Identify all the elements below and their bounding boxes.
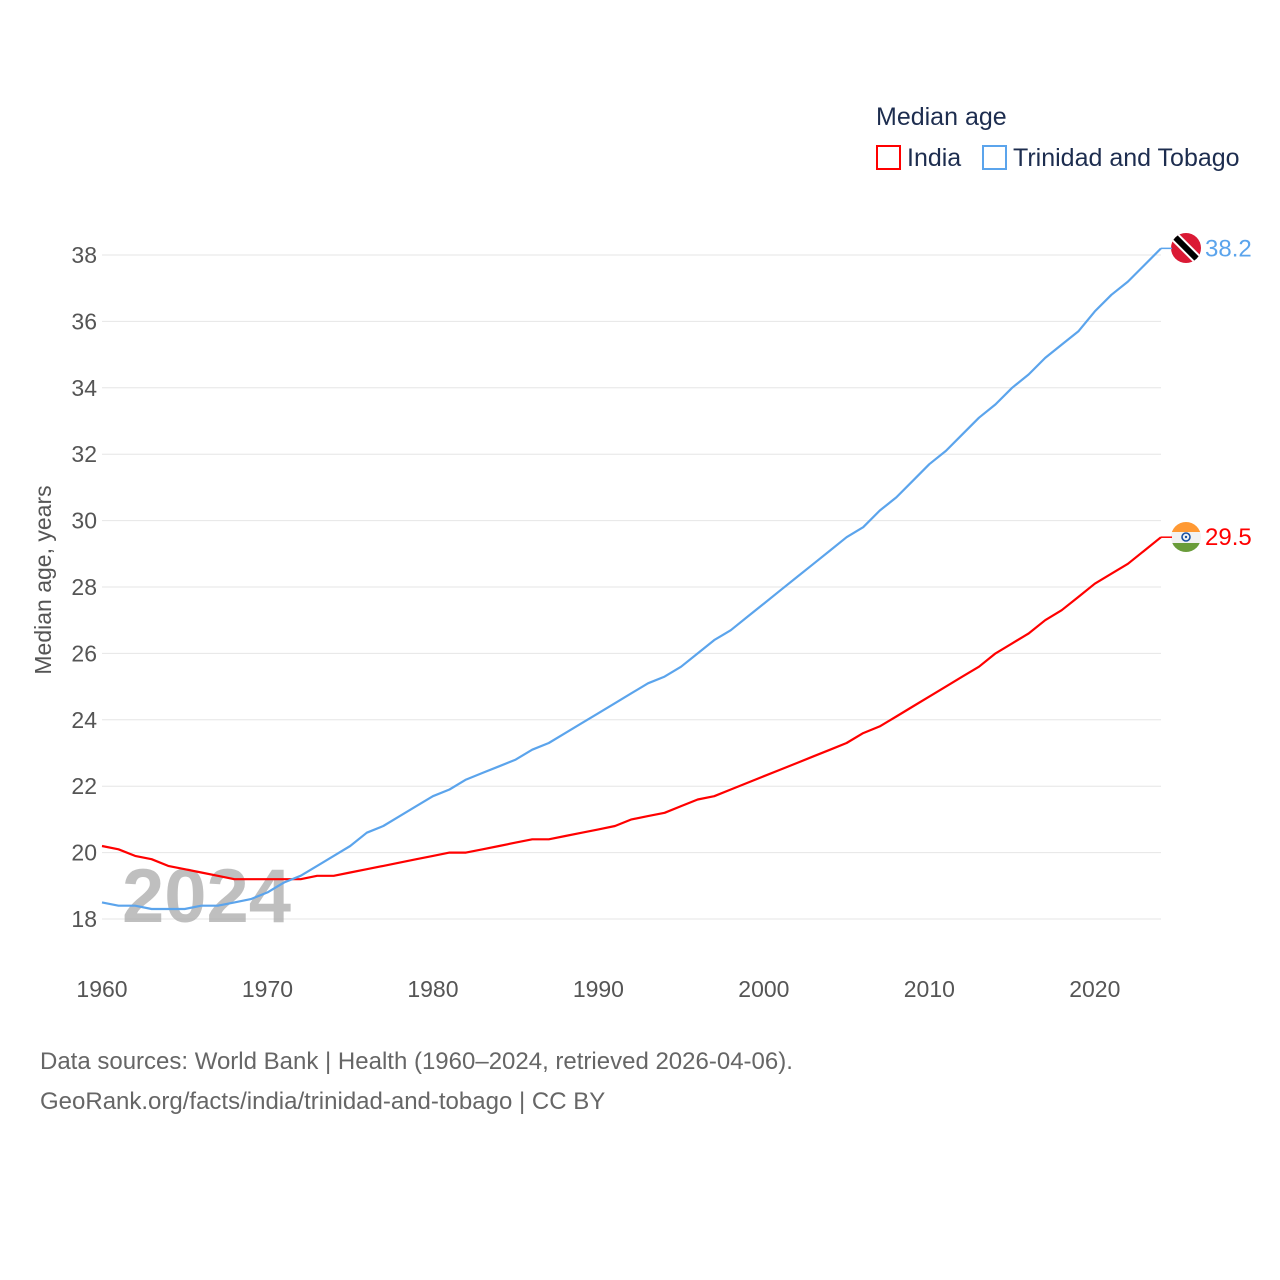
y-tick-label: 18 xyxy=(71,906,97,932)
x-axis-ticks: 1960 1970 1980 1990 2000 2010 2020 xyxy=(76,976,1120,1002)
legend: Median age India Trinidad and Tobago xyxy=(876,103,1240,172)
legend-title: Median age xyxy=(876,103,1007,131)
end-label-india: 29.5 xyxy=(1205,524,1252,551)
legend-swatch-trinidad-and-tobago xyxy=(982,145,1007,170)
footer-attribution[interactable]: GeoRank.org/facts/india/trinidad-and-tob… xyxy=(40,1088,605,1115)
legend-label-trinidad-and-tobago: Trinidad and Tobago xyxy=(1013,144,1240,172)
watermark-year: 2024 xyxy=(122,854,291,939)
y-tick-label: 22 xyxy=(71,773,97,799)
y-tick-label: 36 xyxy=(71,308,97,334)
y-tick-label: 34 xyxy=(71,375,97,401)
x-tick-label: 1960 xyxy=(76,976,127,1002)
y-tick-label: 24 xyxy=(71,707,97,733)
y-axis-label: Median age, years xyxy=(30,485,56,674)
x-tick-label: 2020 xyxy=(1069,976,1120,1002)
series-lines xyxy=(101,247,1162,911)
series-line-india xyxy=(101,536,1162,881)
y-tick-label: 32 xyxy=(71,441,97,467)
legend-item-trinidad-and-tobago[interactable]: Trinidad and Tobago xyxy=(982,144,1240,172)
legend-label-india: India xyxy=(907,144,961,172)
footer-source: Data sources: World Bank | Health (1960–… xyxy=(40,1048,793,1075)
y-axis-ticks: 18 20 22 24 26 28 30 32 34 36 38 xyxy=(71,242,97,932)
trinidad-and-tobago-flag-icon xyxy=(1171,233,1201,263)
x-tick-label: 2000 xyxy=(738,976,789,1002)
y-tick-label: 26 xyxy=(71,640,97,666)
gridlines xyxy=(102,254,1161,920)
y-tick-label: 38 xyxy=(71,242,97,268)
end-labels: 29.5 38.2 xyxy=(1161,235,1252,551)
india-flag-icon xyxy=(1171,522,1201,552)
y-tick-label: 28 xyxy=(71,574,97,600)
x-tick-label: 1990 xyxy=(573,976,624,1002)
x-tick-label: 2010 xyxy=(904,976,955,1002)
y-tick-label: 30 xyxy=(71,508,97,534)
end-label-trinidad-and-tobago: 38.2 xyxy=(1205,235,1252,262)
legend-item-india[interactable]: India xyxy=(876,144,961,172)
series-line-trinidad-and-tobago xyxy=(101,247,1162,911)
y-tick-label: 20 xyxy=(71,840,97,866)
x-tick-label: 1980 xyxy=(407,976,458,1002)
x-tick-label: 1970 xyxy=(242,976,293,1002)
legend-swatch-india xyxy=(876,145,901,170)
